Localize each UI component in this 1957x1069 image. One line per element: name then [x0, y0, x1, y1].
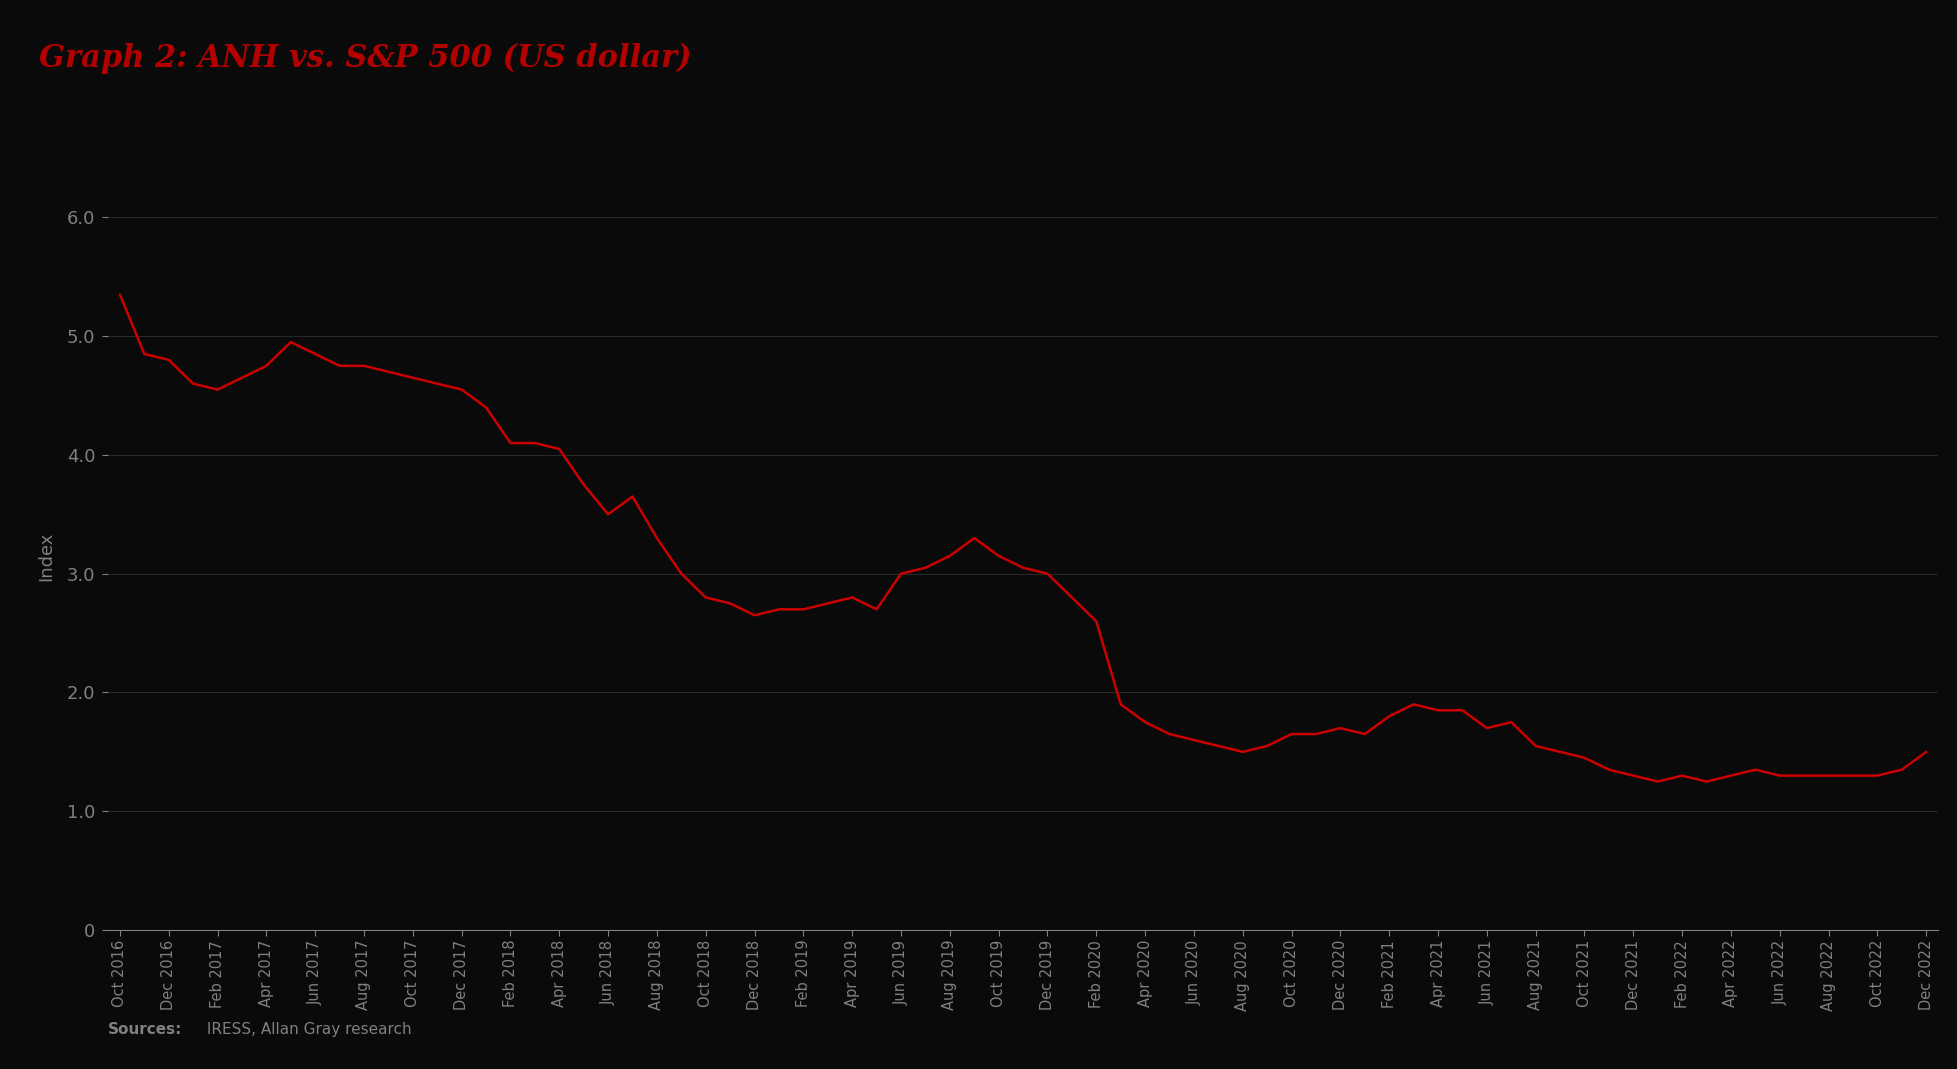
Y-axis label: Index: Index [37, 531, 55, 580]
Text: IRESS, Allan Gray research: IRESS, Allan Gray research [202, 1022, 411, 1037]
Text: Graph 2: ANH vs. S&P 500 (US dollar): Graph 2: ANH vs. S&P 500 (US dollar) [39, 43, 691, 74]
Text: Sources:: Sources: [108, 1022, 182, 1037]
